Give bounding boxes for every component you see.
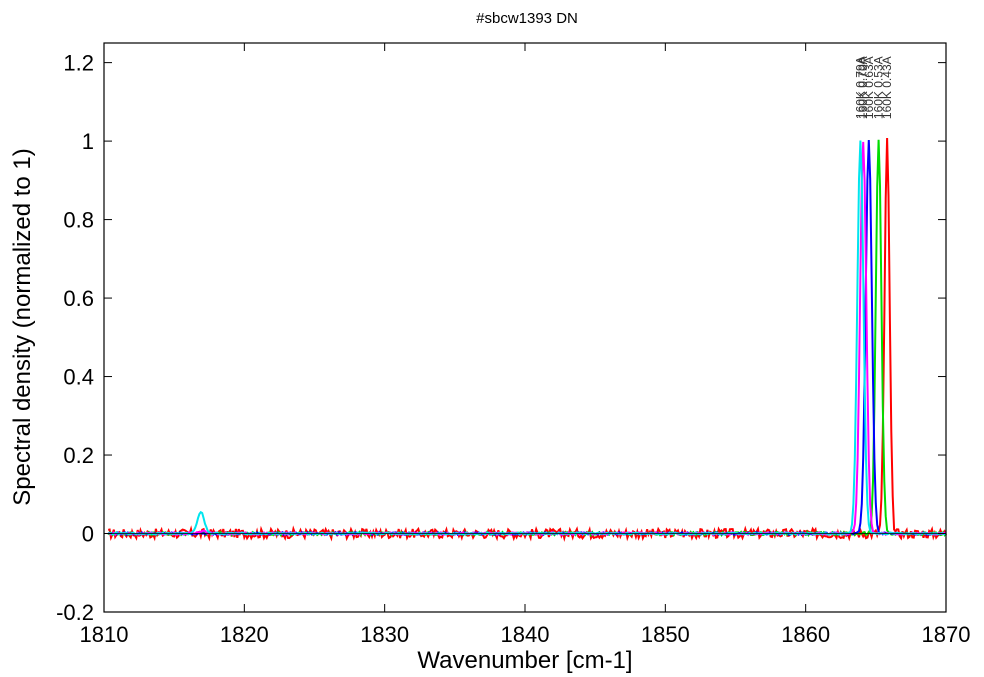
series-line <box>108 141 947 537</box>
y-axis-title: Spectral density (normalized to 1) <box>9 148 36 506</box>
y-tick-label: 0.4 <box>63 365 94 390</box>
series-label: 160K 0.63A <box>862 56 876 119</box>
series-line <box>107 140 947 536</box>
y-tick-label: 0.8 <box>63 208 94 233</box>
x-tick-label: 1870 <box>922 622 971 647</box>
x-tick-label: 1820 <box>220 622 269 647</box>
plot-frame <box>103 42 947 613</box>
y-tick-label: 0 <box>82 522 94 547</box>
x-tick-label: 1850 <box>641 622 690 647</box>
x-tick-label: 1840 <box>501 622 550 647</box>
y-tick-label: -0.2 <box>56 600 94 625</box>
plot-area <box>107 137 947 542</box>
y-tick-label: 0.2 <box>63 443 94 468</box>
y-tick-label: 0.6 <box>63 286 94 311</box>
series-line <box>107 137 947 542</box>
series-label: 160K 0.53A <box>872 56 886 119</box>
y-tick-label: 1 <box>82 129 94 154</box>
x-tick-label: 1860 <box>781 622 830 647</box>
series-line <box>107 139 947 538</box>
y-tick-label: 1.2 <box>63 51 94 76</box>
x-tick-label: 1810 <box>80 622 129 647</box>
series-label: 160K 0.79A <box>853 56 867 119</box>
series-line <box>107 139 947 537</box>
chart-title: #sbcw1393 DN <box>476 10 578 27</box>
x-axis-title: Wavenumber [cm-1] <box>417 647 632 674</box>
axes: 1810 1820 1830 1840 1850 1860 1870 -0.2 0 0.2 0.4 0… <box>56 43 970 647</box>
series-label: 160K 0.70A <box>856 56 870 119</box>
x-tick-label: 1830 <box>360 622 409 647</box>
series-label: 160K 0.43A <box>880 56 894 119</box>
